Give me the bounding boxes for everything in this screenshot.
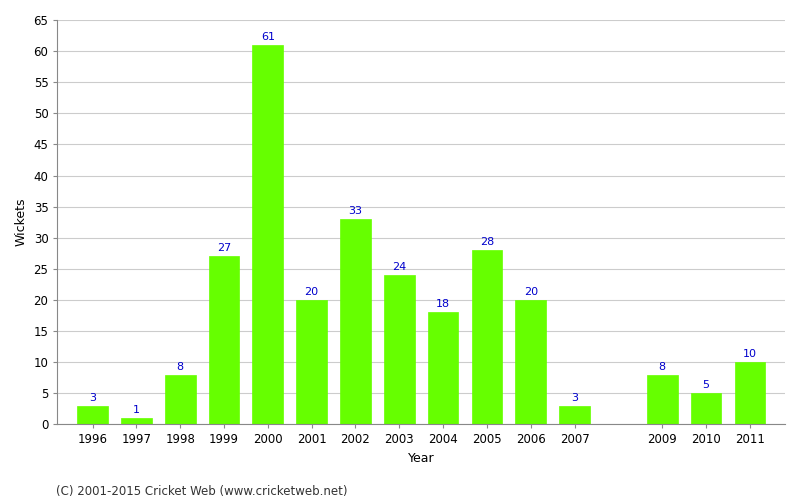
- Text: 3: 3: [571, 392, 578, 402]
- Y-axis label: Wickets: Wickets: [15, 198, 28, 246]
- Bar: [515, 300, 546, 424]
- Bar: [296, 300, 327, 424]
- Bar: [165, 374, 195, 424]
- Bar: [253, 45, 283, 424]
- Bar: [121, 418, 152, 424]
- Bar: [209, 256, 239, 424]
- Text: 27: 27: [217, 244, 231, 254]
- Text: 1: 1: [133, 405, 140, 415]
- Bar: [472, 250, 502, 424]
- Bar: [77, 406, 108, 424]
- Text: 28: 28: [480, 237, 494, 247]
- Bar: [428, 312, 458, 424]
- Bar: [647, 374, 678, 424]
- Bar: [734, 362, 766, 424]
- Bar: [559, 406, 590, 424]
- Text: 20: 20: [305, 287, 318, 297]
- Bar: [340, 219, 371, 424]
- Text: 61: 61: [261, 32, 275, 42]
- Text: 5: 5: [702, 380, 710, 390]
- X-axis label: Year: Year: [408, 452, 434, 465]
- Text: 3: 3: [89, 392, 96, 402]
- Text: 20: 20: [524, 287, 538, 297]
- Bar: [690, 394, 722, 424]
- Text: 33: 33: [349, 206, 362, 216]
- Bar: [384, 275, 414, 424]
- Text: (C) 2001-2015 Cricket Web (www.cricketweb.net): (C) 2001-2015 Cricket Web (www.cricketwe…: [56, 484, 347, 498]
- Text: 24: 24: [392, 262, 406, 272]
- Text: 8: 8: [177, 362, 184, 372]
- Text: 10: 10: [743, 349, 757, 359]
- Text: 18: 18: [436, 300, 450, 310]
- Text: 8: 8: [658, 362, 666, 372]
